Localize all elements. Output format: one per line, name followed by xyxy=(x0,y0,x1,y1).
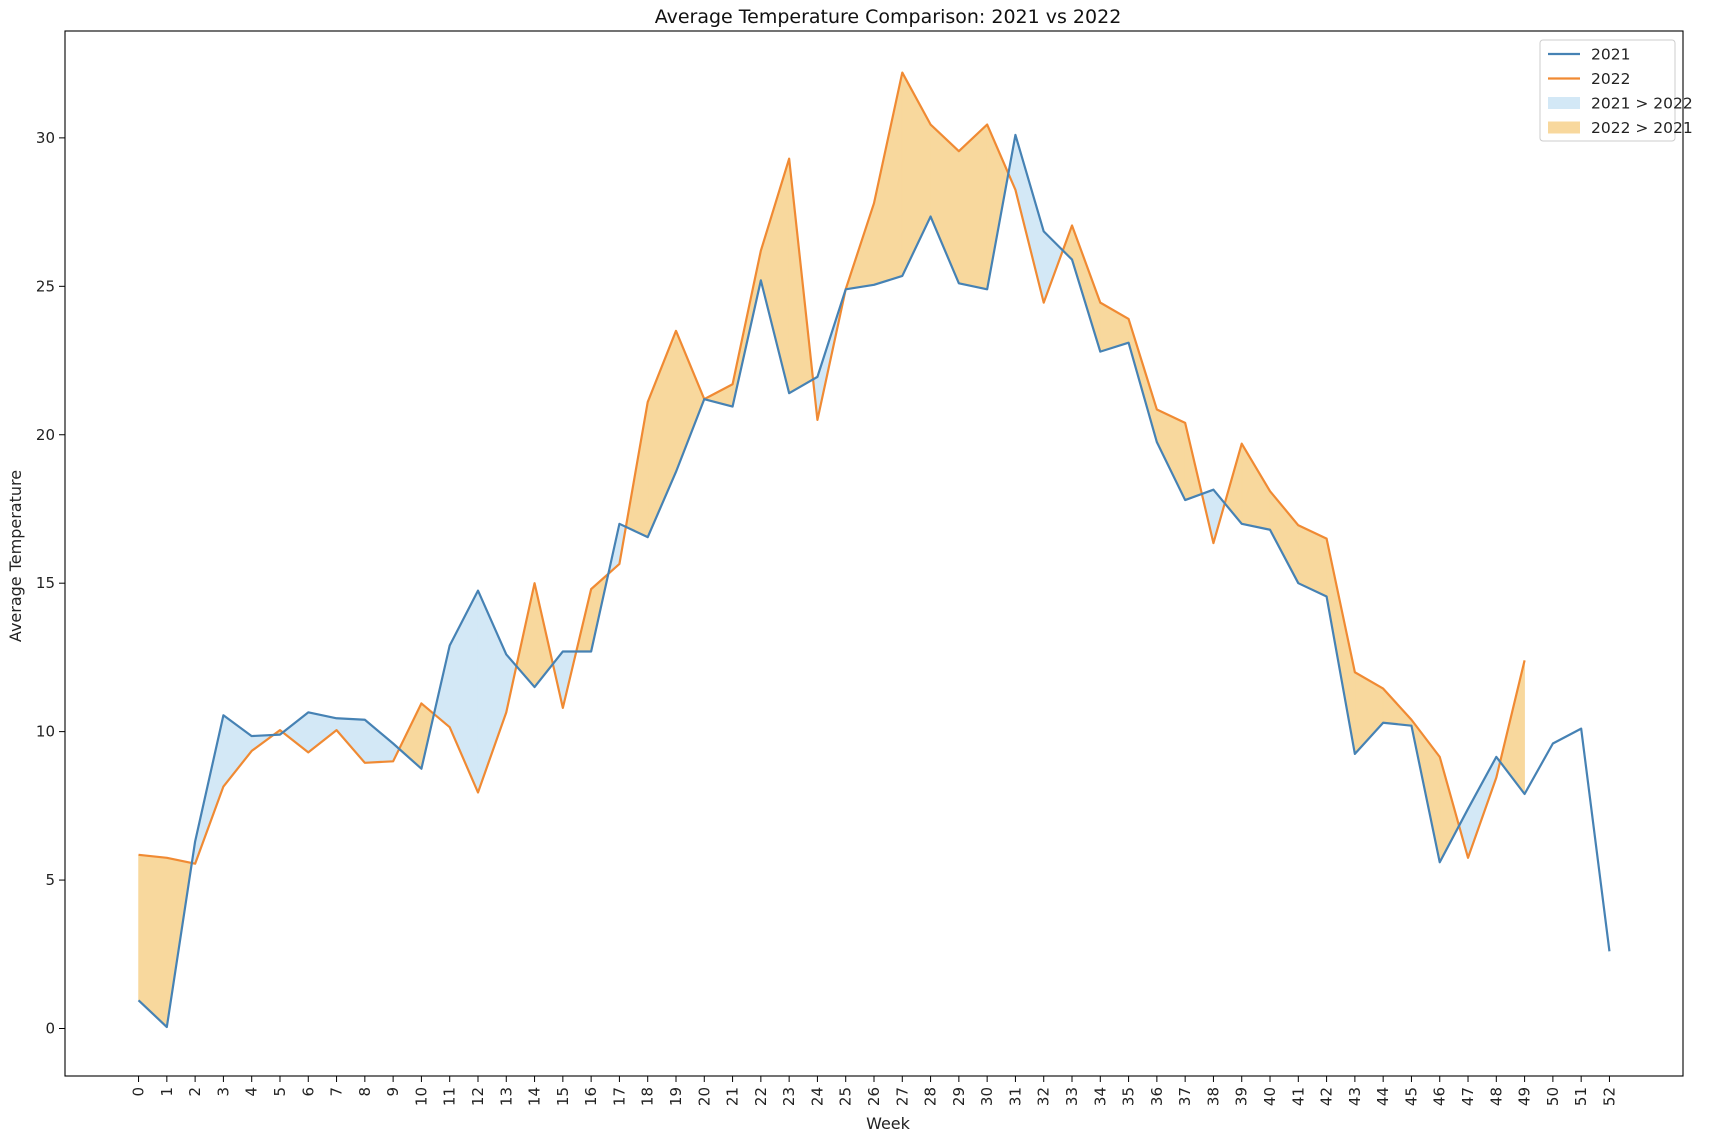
x-tick-label-50: 50 xyxy=(1544,1087,1562,1106)
x-tick-label-1: 1 xyxy=(158,1087,176,1097)
x-tick-label-9: 9 xyxy=(384,1087,402,1097)
y-tick-label-25: 25 xyxy=(36,277,55,295)
x-tick-label-7: 7 xyxy=(328,1087,346,1097)
x-tick-label-18: 18 xyxy=(639,1087,657,1106)
legend-label-1: 2022 xyxy=(1591,70,1630,88)
x-tick-label-48: 48 xyxy=(1487,1087,1505,1106)
x-tick-label-39: 39 xyxy=(1233,1087,1251,1106)
x-tick-label-3: 3 xyxy=(214,1087,232,1097)
fill-region-29-0 xyxy=(958,123,988,290)
series-line-2022 xyxy=(138,71,1526,865)
x-tick-label-14: 14 xyxy=(526,1087,544,1106)
y-axis-title: Average Temperature xyxy=(6,470,25,642)
x-tick-label-35: 35 xyxy=(1120,1087,1138,1106)
legend-swatch-2 xyxy=(1548,97,1580,109)
x-tick-label-29: 29 xyxy=(950,1087,968,1106)
x-tick-label-51: 51 xyxy=(1572,1087,1590,1106)
x-tick-label-30: 30 xyxy=(978,1087,996,1106)
x-tick-label-43: 43 xyxy=(1346,1087,1364,1106)
chart-title: Average Temperature Comparison: 2021 vs … xyxy=(655,6,1122,28)
x-tick-label-49: 49 xyxy=(1516,1087,1534,1106)
x-tick-label-2: 2 xyxy=(186,1087,204,1097)
legend-label-0: 2021 xyxy=(1591,46,1630,64)
x-tick-label-52: 52 xyxy=(1600,1087,1618,1106)
legend: 2021 2022 2021 > 2022 2022 > 2021 xyxy=(1539,39,1693,142)
x-tick-label-22: 22 xyxy=(752,1087,770,1106)
x-tick-label-25: 25 xyxy=(837,1087,855,1106)
x-tick-label-45: 45 xyxy=(1402,1087,1420,1106)
series-line-2021 xyxy=(137,133,1611,1029)
x-tick-label-15: 15 xyxy=(554,1087,572,1106)
x-tick-label-16: 16 xyxy=(582,1087,600,1106)
fill-region-0-0 xyxy=(138,854,168,1028)
x-axis-title: Week xyxy=(866,1114,911,1133)
x-tick-label-11: 11 xyxy=(441,1087,459,1106)
y-tick-label-30: 30 xyxy=(36,129,55,147)
x-tick-label-44: 44 xyxy=(1374,1087,1392,1106)
legend-box xyxy=(1539,39,1676,142)
x-tick-label-21: 21 xyxy=(724,1087,742,1106)
y-tick-label-0: 0 xyxy=(45,1020,55,1038)
x-tick-label-6: 6 xyxy=(299,1087,317,1097)
x-tick-label-42: 42 xyxy=(1318,1087,1336,1106)
x-tick-label-37: 37 xyxy=(1176,1087,1194,1106)
x-tick-label-5: 5 xyxy=(271,1087,289,1097)
x-tick-label-19: 19 xyxy=(667,1087,685,1106)
x-tick-label-10: 10 xyxy=(412,1087,430,1106)
x-tick-label-20: 20 xyxy=(695,1087,713,1106)
x-tick-label-24: 24 xyxy=(808,1087,826,1106)
legend-label-3: 2022 > 2021 xyxy=(1591,119,1693,137)
x-tick-label-0: 0 xyxy=(130,1087,148,1097)
x-tick-label-28: 28 xyxy=(922,1087,940,1106)
x-tick-label-17: 17 xyxy=(610,1087,628,1106)
x-tick-label-27: 27 xyxy=(893,1087,911,1106)
x-tick-label-32: 32 xyxy=(1035,1087,1053,1106)
x-tick-label-12: 12 xyxy=(469,1087,487,1106)
legend-swatch-3 xyxy=(1548,121,1580,134)
y-tick-label-15: 15 xyxy=(36,574,55,592)
series-lines xyxy=(137,71,1611,1029)
x-tick-label-4: 4 xyxy=(243,1087,261,1097)
x-tick-label-31: 31 xyxy=(1006,1087,1024,1106)
x-tick-label-40: 40 xyxy=(1261,1087,1279,1106)
x-tick-label-33: 33 xyxy=(1063,1087,1081,1106)
x-tick-label-47: 47 xyxy=(1459,1087,1477,1106)
x-tick-label-23: 23 xyxy=(780,1087,798,1106)
x-tick-label-46: 46 xyxy=(1431,1087,1449,1106)
ticks: 0 1 2 3 4 5 6 7 8 9 10 11 12 13 14 15 16 17 18 19 20 21 22 23 24… xyxy=(36,129,1619,1106)
y-tick-label-10: 10 xyxy=(36,723,55,741)
x-tick-label-26: 26 xyxy=(865,1087,883,1106)
x-tick-label-36: 36 xyxy=(1148,1087,1166,1106)
x-tick-label-8: 8 xyxy=(356,1087,374,1097)
x-tick-label-13: 13 xyxy=(497,1087,515,1106)
x-tick-label-41: 41 xyxy=(1289,1087,1307,1106)
legend-label-2: 2021 > 2022 xyxy=(1591,95,1693,113)
y-tick-label-20: 20 xyxy=(36,426,55,444)
x-tick-label-34: 34 xyxy=(1091,1087,1109,1106)
x-tick-label-38: 38 xyxy=(1204,1087,1222,1106)
y-tick-label-5: 5 xyxy=(45,871,55,889)
